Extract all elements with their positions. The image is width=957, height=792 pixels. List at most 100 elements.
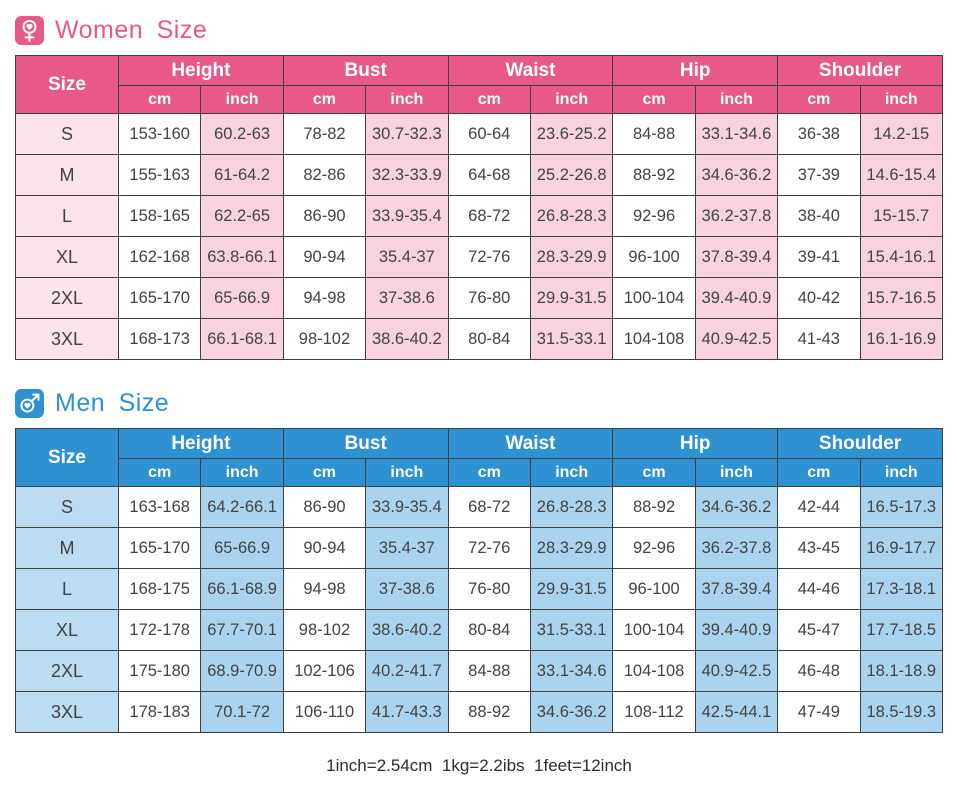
value-cell: 155-163 (117, 154, 202, 196)
value-cell: 40.9-42.5 (694, 318, 779, 360)
value-cell: 45-47 (777, 609, 861, 651)
value-cell: 39.4-40.9 (694, 277, 779, 319)
size-row-m: M 155-163 61-64.2 82-86 32.3-33.9 64-68 25.2-2… (15, 154, 944, 196)
women-size-table: Size Height Bust Waist Hip Shoulder cm inch cm in… (15, 55, 944, 360)
size-cell: L (15, 195, 119, 237)
value-cell: 100-104 (612, 277, 696, 319)
value-cell: 88-92 (447, 691, 531, 733)
value-cell: 76-80 (447, 277, 531, 319)
value-cell: 63.8-66.1 (200, 236, 284, 278)
size-cell: L (15, 568, 119, 610)
column-header-shoulder: Shoulder (777, 428, 943, 459)
size-row-s: S 163-168 64.2-66.1 86-90 33.9-35.4 68-72 26.8… (15, 486, 944, 528)
column-header-waist: Waist (447, 428, 614, 459)
value-cell: 37-39 (777, 154, 861, 196)
value-cell: 64.2-66.1 (200, 486, 284, 528)
value-cell: 17.3-18.1 (859, 568, 944, 610)
unit-header-waist-cm: cm (447, 85, 531, 114)
size-row-l: L 158-165 62.2-65 86-90 33.9-35.4 68-72 26.8-2… (15, 195, 944, 237)
value-cell: 90-94 (282, 236, 367, 278)
size-cell: 2XL (15, 650, 119, 692)
women-section-title: Women Size (15, 14, 943, 46)
size-cell: 3XL (15, 318, 119, 360)
value-cell: 32.3-33.9 (365, 154, 449, 196)
size-cell: S (15, 486, 119, 528)
value-cell: 168-175 (117, 568, 202, 610)
value-cell: 108-112 (612, 691, 696, 733)
value-cell: 98-102 (282, 609, 367, 651)
value-cell: 96-100 (612, 568, 696, 610)
value-cell: 104-108 (612, 318, 696, 360)
unit-header-height-cm: cm (117, 458, 202, 487)
value-cell: 92-96 (612, 195, 696, 237)
unit-header-shoulder-inch: inch (859, 458, 944, 487)
value-cell: 92-96 (612, 527, 696, 569)
value-cell: 61-64.2 (200, 154, 284, 196)
unit-header-shoulder-cm: cm (777, 85, 861, 114)
value-cell: 178-183 (117, 691, 202, 733)
value-cell: 88-92 (612, 486, 696, 528)
value-cell: 94-98 (282, 277, 367, 319)
value-cell: 66.1-68.1 (200, 318, 284, 360)
size-cell: 2XL (15, 277, 119, 319)
value-cell: 158-165 (117, 195, 202, 237)
value-cell: 33.1-34.6 (529, 650, 614, 692)
men-section-heading: Men Size (55, 388, 170, 417)
size-row-2xl: 2XL 175-180 68.9-70.9 102-106 40.2-41.7 84-88… (15, 650, 944, 692)
value-cell: 16.9-17.7 (859, 527, 944, 569)
value-cell: 47-49 (777, 691, 861, 733)
unit-header-waist-cm: cm (447, 458, 531, 487)
unit-header-height-inch: inch (200, 458, 284, 487)
size-row-3xl: 3XL 168-173 66.1-68.1 98-102 38.6-40.2 80-84 3… (15, 318, 944, 360)
unit-conversion-note: 1inch=2.54cm 1kg=2.2ibs 1feet=12inch (326, 756, 632, 775)
value-cell: 29.9-31.5 (529, 277, 614, 319)
value-cell: 100-104 (612, 609, 696, 651)
value-cell: 84-88 (447, 650, 531, 692)
male-symbol-icon (15, 388, 44, 418)
value-cell: 76-80 (447, 568, 531, 610)
value-cell: 26.8-28.3 (529, 486, 614, 528)
value-cell: 16.1-16.9 (859, 318, 944, 360)
column-header-bust: Bust (282, 55, 449, 86)
size-row-xl: XL 162-168 63.8-66.1 90-94 35.4-37 72-76 28.3-… (15, 236, 944, 278)
size-row-m: M 165-170 65-66.9 90-94 35.4-37 72-76 28.3-29.… (15, 527, 944, 569)
value-cell: 31.5-33.1 (529, 609, 614, 651)
size-row-l: L 168-175 66.1-68.9 94-98 37-38.6 76-80 29.9-3… (15, 568, 944, 610)
column-header-hip: Hip (612, 55, 779, 86)
value-cell: 29.9-31.5 (529, 568, 614, 610)
value-cell: 106-110 (282, 691, 367, 733)
value-cell: 33.1-34.6 (694, 113, 779, 155)
value-cell: 84-88 (612, 113, 696, 155)
unit-header-bust-cm: cm (282, 85, 367, 114)
value-cell: 68-72 (447, 195, 531, 237)
size-row-2xl: 2XL 165-170 65-66.9 94-98 37-38.6 76-80 29.9-3… (15, 277, 944, 319)
value-cell: 14.6-15.4 (859, 154, 944, 196)
unit-header-bust-inch: inch (365, 85, 449, 114)
value-cell: 88-92 (612, 154, 696, 196)
size-row-xl: XL 172-178 67.7-70.1 98-102 38.6-40.2 80-84 31… (15, 609, 944, 651)
value-cell: 34.6-36.2 (694, 486, 779, 528)
unit-header-height-cm: cm (117, 85, 202, 114)
value-cell: 41-43 (777, 318, 861, 360)
value-cell: 39-41 (777, 236, 861, 278)
size-cell: XL (15, 236, 119, 278)
value-cell: 60-64 (447, 113, 531, 155)
value-cell: 62.2-65 (200, 195, 284, 237)
value-cell: 34.6-36.2 (694, 154, 779, 196)
value-cell: 70.1-72 (200, 691, 284, 733)
value-cell: 40.9-42.5 (694, 650, 779, 692)
value-cell: 37.8-39.4 (694, 236, 779, 278)
value-cell: 66.1-68.9 (200, 568, 284, 610)
value-cell: 65-66.9 (200, 277, 284, 319)
unit-header-height-inch: inch (200, 85, 284, 114)
value-cell: 175-180 (117, 650, 202, 692)
value-cell: 96-100 (612, 236, 696, 278)
value-cell: 168-173 (117, 318, 202, 360)
men-size-table: Size Height Bust Waist Hip Shoulder cm inch cm in… (15, 428, 944, 733)
value-cell: 18.1-18.9 (859, 650, 944, 692)
unit-header-bust-inch: inch (365, 458, 449, 487)
size-cell: 3XL (15, 691, 119, 733)
column-header-hip: Hip (612, 428, 779, 459)
value-cell: 33.9-35.4 (365, 195, 449, 237)
value-cell: 153-160 (117, 113, 202, 155)
